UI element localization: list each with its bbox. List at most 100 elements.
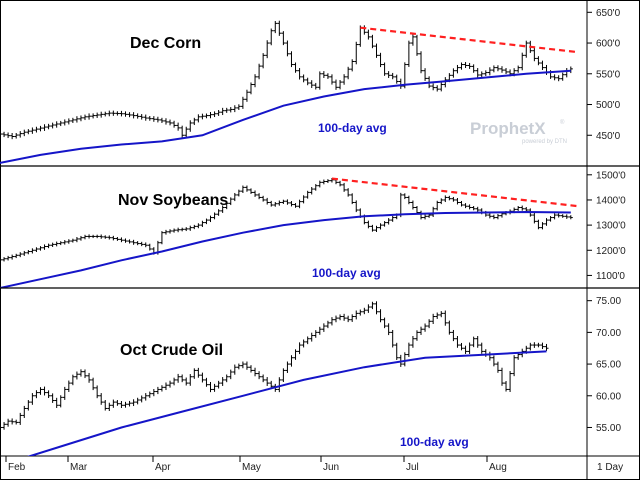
price-bar	[131, 399, 136, 407]
price-bar	[374, 225, 379, 232]
price-bar	[176, 227, 181, 233]
price-bar	[0, 131, 2, 137]
price-bar	[406, 40, 411, 67]
price-bar	[366, 29, 371, 40]
price-bar	[544, 218, 549, 226]
price-bar	[66, 118, 71, 125]
price-bar	[42, 386, 47, 396]
price-bar	[22, 405, 27, 418]
price-bar	[196, 367, 201, 378]
price-bar	[236, 363, 241, 370]
y-tick-label: 650'0	[596, 8, 621, 19]
price-bar	[540, 60, 545, 70]
price-bar	[236, 189, 241, 197]
price-bar	[261, 195, 266, 202]
y-tick-label: 60.00	[596, 391, 621, 402]
price-bar	[38, 125, 43, 132]
price-bar	[358, 309, 363, 316]
watermark-powered: powered by DTN	[522, 139, 567, 145]
price-bar	[334, 79, 339, 90]
price-bar	[176, 122, 181, 131]
price-bar	[188, 225, 193, 231]
price-bar	[248, 188, 253, 194]
price-bar	[325, 73, 330, 79]
price-bar	[180, 227, 185, 232]
y-tick-label: 75.00	[596, 296, 621, 307]
y-tick-label: 1400'0	[596, 195, 626, 206]
y-tick-label: 1100'0	[596, 271, 625, 282]
resistance-trend-line	[360, 26, 580, 54]
price-bar	[431, 83, 436, 91]
price-bar	[34, 390, 39, 399]
price-bar	[216, 380, 221, 389]
price-bar	[127, 239, 132, 244]
price-bar	[301, 339, 306, 348]
price-bar	[366, 220, 371, 229]
price-bar	[151, 116, 156, 122]
price-bar	[208, 381, 213, 393]
price-bar	[346, 315, 351, 323]
price-bar	[192, 117, 197, 126]
price-bar	[135, 241, 140, 246]
price-bar	[253, 367, 258, 377]
price-bar	[200, 220, 205, 227]
panel-1: 650'0 600'0 550'0 500'0 450'0 Dec Corn 100-day…	[0, 8, 621, 164]
price-bar	[58, 241, 63, 246]
price-bar	[123, 111, 128, 117]
price-bar	[172, 377, 177, 386]
price-bar	[382, 62, 387, 76]
price-bar	[91, 113, 96, 119]
price-bar	[14, 419, 19, 425]
price-bar	[257, 371, 262, 380]
price-bar	[228, 369, 233, 380]
price-bar	[309, 80, 314, 88]
price-bar	[14, 253, 19, 259]
price-bar	[451, 196, 456, 202]
price-bar	[297, 342, 302, 355]
price-bar	[435, 312, 440, 319]
price-bar	[58, 395, 63, 408]
price-bar	[119, 237, 124, 243]
price-bar	[192, 224, 197, 230]
price-bar	[342, 313, 347, 321]
price-bar	[2, 131, 7, 138]
price-bar	[459, 200, 464, 207]
price-bar	[257, 63, 262, 80]
price-bar	[265, 197, 270, 205]
price-bar	[305, 77, 310, 86]
price-bar	[204, 377, 209, 387]
price-bar	[103, 400, 108, 411]
price-bar	[127, 112, 132, 118]
price-bar	[325, 320, 330, 329]
price-bar	[338, 180, 343, 187]
price-bar	[159, 117, 164, 123]
price-bar	[99, 111, 104, 118]
price-bar	[491, 355, 496, 367]
price-bar	[253, 190, 258, 197]
price-bar	[491, 65, 496, 73]
price-bar	[305, 190, 310, 199]
price-bar	[66, 380, 71, 392]
price-bar	[277, 377, 282, 393]
price-bar	[382, 317, 387, 329]
price-bar	[147, 115, 152, 121]
price-bar	[406, 342, 411, 357]
price-bar	[447, 195, 452, 201]
price-bar	[289, 201, 294, 207]
price-bar	[512, 355, 517, 377]
price-bar	[18, 131, 23, 138]
price-bar	[467, 62, 472, 69]
price-bar	[168, 229, 173, 234]
price-bar	[54, 121, 59, 128]
price-bar	[499, 367, 504, 386]
price-bar	[471, 336, 476, 348]
price-bar	[184, 377, 189, 386]
avg-label: 100-day avg	[318, 121, 387, 135]
y-tick-label: 1200'0	[596, 246, 626, 257]
price-bar	[504, 381, 509, 392]
price-bar	[435, 200, 440, 211]
price-bar	[520, 52, 525, 71]
price-bar	[378, 52, 383, 68]
moving-average-line	[27, 350, 547, 456]
